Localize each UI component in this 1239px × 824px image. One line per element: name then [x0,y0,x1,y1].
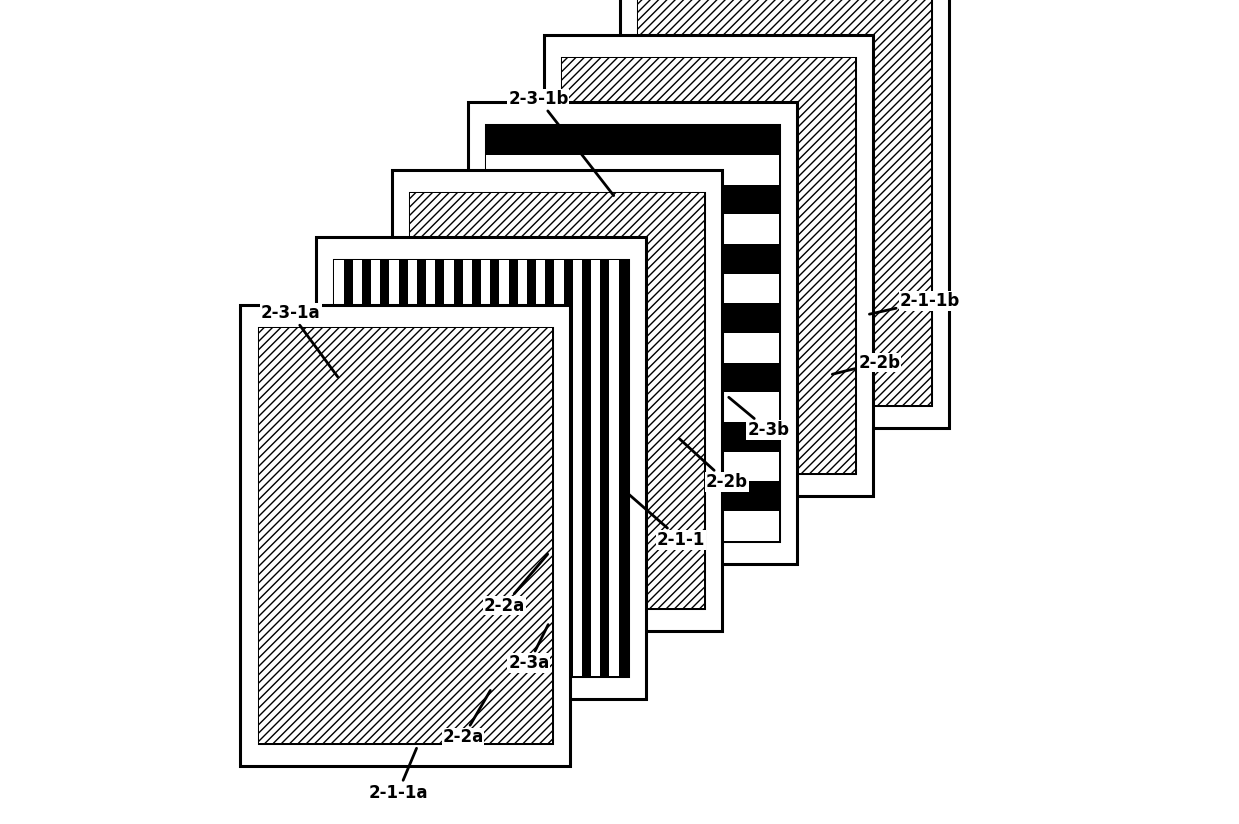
Bar [486,392,779,422]
Text: 2-1-1b: 2-1-1b [870,292,960,314]
Bar [486,244,779,274]
Bar [572,260,582,676]
Bar [638,0,930,405]
Bar [536,260,545,676]
Text: 2-2b: 2-2b [679,438,748,491]
Bar [353,260,362,676]
Bar [561,58,855,473]
Bar [620,0,949,428]
Bar [486,333,779,363]
Bar [486,452,779,481]
Bar [259,328,551,743]
Bar [600,260,610,676]
Bar [618,260,628,676]
Bar [638,0,930,405]
Bar [472,260,481,676]
Bar [410,193,704,608]
Bar [582,260,591,676]
Bar [335,260,628,676]
Bar [408,260,416,676]
Bar [426,260,435,676]
Bar [518,260,527,676]
Text: 2-1-1a: 2-1-1a [368,748,427,802]
Bar [240,305,570,766]
Bar [486,274,779,303]
Text: 2-1-1: 2-1-1 [622,488,705,549]
Bar [259,328,551,743]
Bar [486,422,779,452]
Bar [561,58,855,473]
Bar [410,193,704,608]
Bar [527,260,536,676]
Text: 2-3b: 2-3b [729,397,789,439]
Bar [486,214,779,244]
Bar [335,609,416,676]
Bar [462,260,472,676]
Bar [410,193,704,608]
Text: 2-3-1a: 2-3-1a [261,304,338,377]
Bar [486,511,779,541]
Text: 2-3-1b: 2-3-1b [508,90,613,195]
Bar [399,260,408,676]
Bar [362,260,370,676]
Bar [591,260,600,676]
Bar [610,260,618,676]
Bar [554,260,564,676]
Bar [416,260,426,676]
Bar [486,155,779,185]
Bar [343,260,353,676]
Bar [335,260,343,676]
Bar [499,260,508,676]
Text: 2-3a: 2-3a [508,625,550,672]
Bar [316,237,646,699]
Bar [392,170,721,631]
Bar [486,481,779,511]
Bar [561,58,855,473]
Bar [486,363,779,392]
Bar [545,260,554,676]
Text: 2-2a: 2-2a [483,555,548,615]
Bar [370,260,380,676]
Bar [508,260,518,676]
Bar [453,260,462,676]
Bar [486,474,569,541]
Bar [445,260,453,676]
Bar [486,125,779,541]
Bar [468,102,798,564]
Bar [486,185,779,214]
Bar [491,260,499,676]
Bar [481,260,491,676]
Bar [389,260,399,676]
Bar [544,35,873,496]
Bar [486,125,779,541]
Bar [638,0,930,405]
Bar [564,260,572,676]
Bar [259,328,551,743]
Bar [380,260,389,676]
Bar [486,125,779,155]
Bar [335,260,628,676]
Text: 2-2b: 2-2b [833,353,901,374]
Bar [486,303,779,333]
Text: 2-2a: 2-2a [442,691,491,747]
Bar [435,260,445,676]
